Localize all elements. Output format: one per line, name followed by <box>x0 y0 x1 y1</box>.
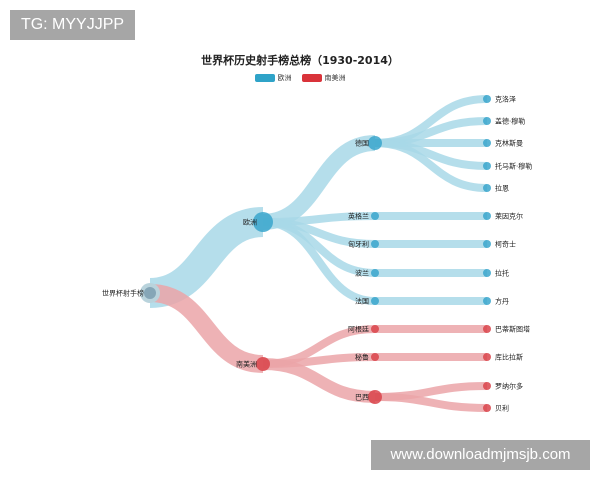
country-label: 德国 <box>355 139 369 148</box>
country-node[interactable] <box>371 297 379 305</box>
country-node[interactable] <box>368 390 382 404</box>
player-label: 罗纳尔多 <box>495 382 523 391</box>
country-label: 英格兰 <box>348 212 369 221</box>
continent-label: 欧洲 <box>243 218 257 227</box>
link-root-0 <box>148 207 265 308</box>
legend: 欧洲 南美洲 <box>0 73 600 83</box>
player-node[interactable] <box>483 240 491 248</box>
country-label: 巴西 <box>355 394 369 402</box>
link-continent-country <box>262 218 376 305</box>
country-label: 阿根廷 <box>348 325 369 334</box>
player-label: 拉托 <box>495 269 509 278</box>
player-label: 莱因克尔 <box>495 212 523 221</box>
country-label: 法国 <box>355 297 369 306</box>
legend-swatch <box>254 74 275 82</box>
player-node[interactable] <box>483 117 491 125</box>
legend-label: 南美洲 <box>324 74 346 82</box>
player-label: 柯奇士 <box>495 240 516 249</box>
chart-title: 世界杯历史射手榜总榜（1930-2014） <box>201 54 399 67</box>
link-continent-country <box>262 135 376 230</box>
watermark-top-left: TG: MYYJJPP <box>10 10 135 40</box>
country-node[interactable] <box>371 240 379 248</box>
legend-swatch <box>301 74 322 82</box>
link-country-player <box>374 139 488 192</box>
player-label: 拉恩 <box>495 184 509 193</box>
root-node[interactable] <box>144 287 156 299</box>
link-continent-country <box>262 358 376 403</box>
watermark-bottom-right: www.downloadmjmsjb.com <box>371 440 590 470</box>
player-node[interactable] <box>483 269 491 277</box>
player-node[interactable] <box>483 95 491 103</box>
legend-item-europe[interactable]: 欧洲 <box>254 73 292 83</box>
player-label: 巴蒂斯图塔 <box>495 325 530 334</box>
country-node[interactable] <box>371 353 379 361</box>
country-label: 波兰 <box>355 269 369 278</box>
player-label: 方丹 <box>495 297 509 306</box>
country-node[interactable] <box>371 325 379 333</box>
player-node[interactable] <box>483 184 491 192</box>
country-label: 秘鲁 <box>355 353 369 362</box>
root-label: 世界杯射手榜 <box>102 289 144 298</box>
player-node[interactable] <box>483 353 491 361</box>
player-node[interactable] <box>483 404 491 412</box>
continent-node[interactable] <box>253 212 273 232</box>
player-label: 库比拉斯 <box>495 353 523 362</box>
player-label: 托马斯·穆勒 <box>495 162 532 171</box>
link-country-player <box>374 393 488 412</box>
continent-label: 南美洲 <box>236 360 257 369</box>
link-root-1 <box>149 284 264 373</box>
player-label: 克洛泽 <box>495 95 516 104</box>
player-node[interactable] <box>483 297 491 305</box>
player-node[interactable] <box>483 212 491 220</box>
country-label: 匈牙利 <box>348 240 369 249</box>
player-node[interactable] <box>483 382 491 390</box>
player-label: 盖德·穆勒 <box>495 117 525 126</box>
player-label: 贝利 <box>495 404 509 413</box>
player-node[interactable] <box>483 162 491 170</box>
legend-item-south-america[interactable]: 南美洲 <box>301 73 346 83</box>
player-node[interactable] <box>483 139 491 147</box>
country-node[interactable] <box>368 136 382 150</box>
player-label: 克林斯曼 <box>495 139 523 148</box>
player-node[interactable] <box>483 325 491 333</box>
country-node[interactable] <box>371 212 379 220</box>
legend-label: 欧洲 <box>277 74 292 82</box>
continent-node[interactable] <box>256 357 270 371</box>
country-node[interactable] <box>371 269 379 277</box>
